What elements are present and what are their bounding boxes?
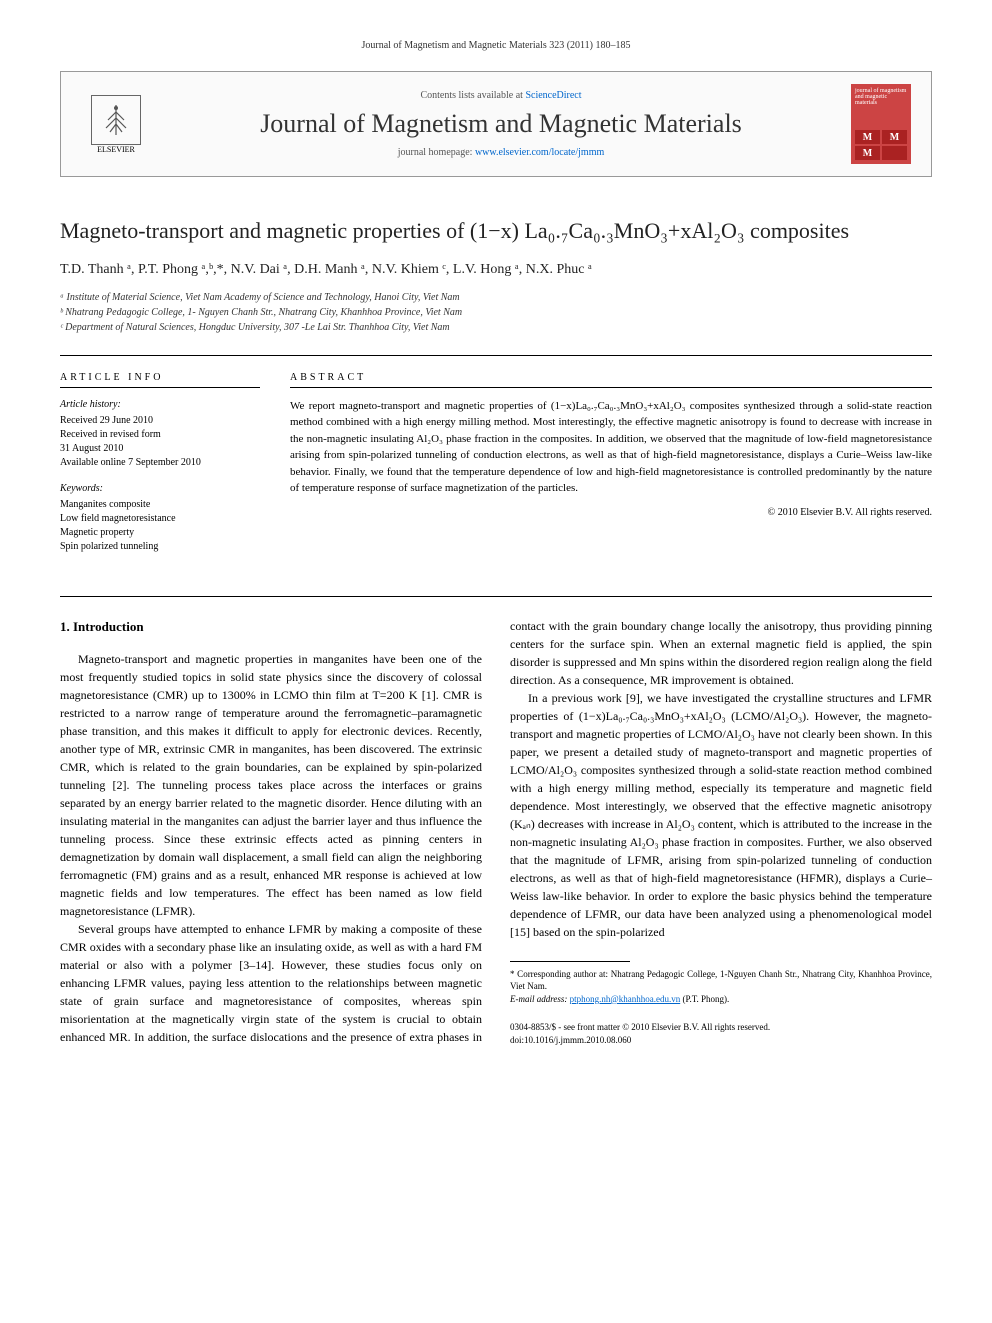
cover-blank-icon: [882, 146, 907, 160]
authors-line: T.D. Thanh ᵃ, P.T. Phong ᵃ,ᵇ,*, N.V. Dai…: [60, 262, 932, 278]
cover-m-icon: M: [855, 130, 880, 144]
cover-title-text: journal of magnetism and magnetic materi…: [855, 88, 907, 106]
keyword-item: Low field magnetoresistance: [60, 512, 260, 526]
article-history-block: Article history: Received 29 June 2010 R…: [60, 398, 260, 470]
elsevier-tree-icon: [91, 95, 141, 145]
affiliation-a: ᵃ Institute of Material Science, Viet Na…: [60, 290, 932, 305]
keyword-item: Spin polarized tunneling: [60, 540, 260, 554]
history-label: Article history:: [60, 398, 260, 412]
banner-center: Contents lists available at ScienceDirec…: [171, 90, 831, 158]
footer-doi: doi:10.1016/j.jmmm.2010.08.060: [510, 1034, 932, 1047]
body-paragraph-1: Magneto-transport and magnetic propertie…: [60, 650, 482, 920]
article-info-heading: ARTICLE INFO: [60, 372, 260, 388]
email-label: E-mail address:: [510, 994, 570, 1004]
keywords-block: Keywords: Manganites composite Low field…: [60, 482, 260, 554]
history-revised-2: 31 August 2010: [60, 442, 260, 456]
journal-cover-thumbnail: journal of magnetism and magnetic materi…: [851, 84, 911, 164]
cover-m-icon: M: [882, 130, 907, 144]
keyword-item: Magnetic property: [60, 526, 260, 540]
homepage-link[interactable]: www.elsevier.com/locate/jmmm: [475, 147, 604, 158]
citation-header: Journal of Magnetism and Magnetic Materi…: [60, 40, 932, 51]
contents-line: Contents lists available at ScienceDirec…: [171, 90, 831, 101]
homepage-prefix: journal homepage:: [398, 147, 475, 158]
affiliations: ᵃ Institute of Material Science, Viet Na…: [60, 290, 932, 335]
contents-prefix: Contents lists available at: [420, 90, 525, 101]
sciencedirect-link[interactable]: ScienceDirect: [525, 90, 581, 101]
article-info-column: ARTICLE INFO Article history: Received 2…: [60, 372, 260, 566]
footer-issn-line: 0304-8853/$ - see front matter © 2010 El…: [510, 1021, 932, 1046]
footer-issn: 0304-8853/$ - see front matter © 2010 El…: [510, 1021, 932, 1034]
history-revised-1: Received in revised form: [60, 428, 260, 442]
email-link[interactable]: ptphong.nh@khanhhoa.edu.vn: [570, 994, 681, 1004]
corresponding-author-note: * Corresponding author at: Nhatrang Peda…: [510, 968, 932, 993]
info-abstract-row: ARTICLE INFO Article history: Received 2…: [60, 355, 932, 566]
affiliation-b: ᵇ Nhatrang Pedagogic College, 1- Nguyen …: [60, 305, 932, 320]
keyword-item: Manganites composite: [60, 498, 260, 512]
elsevier-logo: ELSEVIER: [81, 84, 151, 164]
journal-name: Journal of Magnetism and Magnetic Materi…: [171, 109, 831, 139]
journal-banner: ELSEVIER Contents lists available at Sci…: [60, 71, 932, 177]
homepage-line: journal homepage: www.elsevier.com/locat…: [171, 147, 831, 158]
history-received: Received 29 June 2010: [60, 414, 260, 428]
section-heading-intro: 1. Introduction: [60, 617, 482, 637]
body-paragraph-3: In a previous work [9], we have investig…: [510, 689, 932, 941]
body-two-column: 1. Introduction Magneto-transport and ma…: [60, 617, 932, 1047]
history-online: Available online 7 September 2010: [60, 456, 260, 470]
elsevier-label: ELSEVIER: [97, 145, 135, 154]
cover-m-icon: M: [855, 146, 880, 160]
abstract-column: ABSTRACT We report magneto-transport and…: [290, 372, 932, 566]
article-title: Magneto-transport and magnetic propertie…: [60, 217, 932, 246]
footnotes: * Corresponding author at: Nhatrang Peda…: [510, 968, 932, 1006]
abstract-copyright: © 2010 Elsevier B.V. All rights reserved…: [290, 507, 932, 518]
abstract-text: We report magneto-transport and magnetic…: [290, 398, 932, 497]
footnote-separator: [510, 961, 630, 962]
keywords-label: Keywords:: [60, 482, 260, 496]
page-container: Journal of Magnetism and Magnetic Materi…: [0, 0, 992, 1087]
affiliation-c: ᶜ Department of Natural Sciences, Hongdu…: [60, 320, 932, 335]
email-suffix: (P.T. Phong).: [680, 994, 729, 1004]
section-divider: [60, 596, 932, 597]
abstract-heading: ABSTRACT: [290, 372, 932, 388]
email-line: E-mail address: ptphong.nh@khanhhoa.edu.…: [510, 993, 932, 1006]
